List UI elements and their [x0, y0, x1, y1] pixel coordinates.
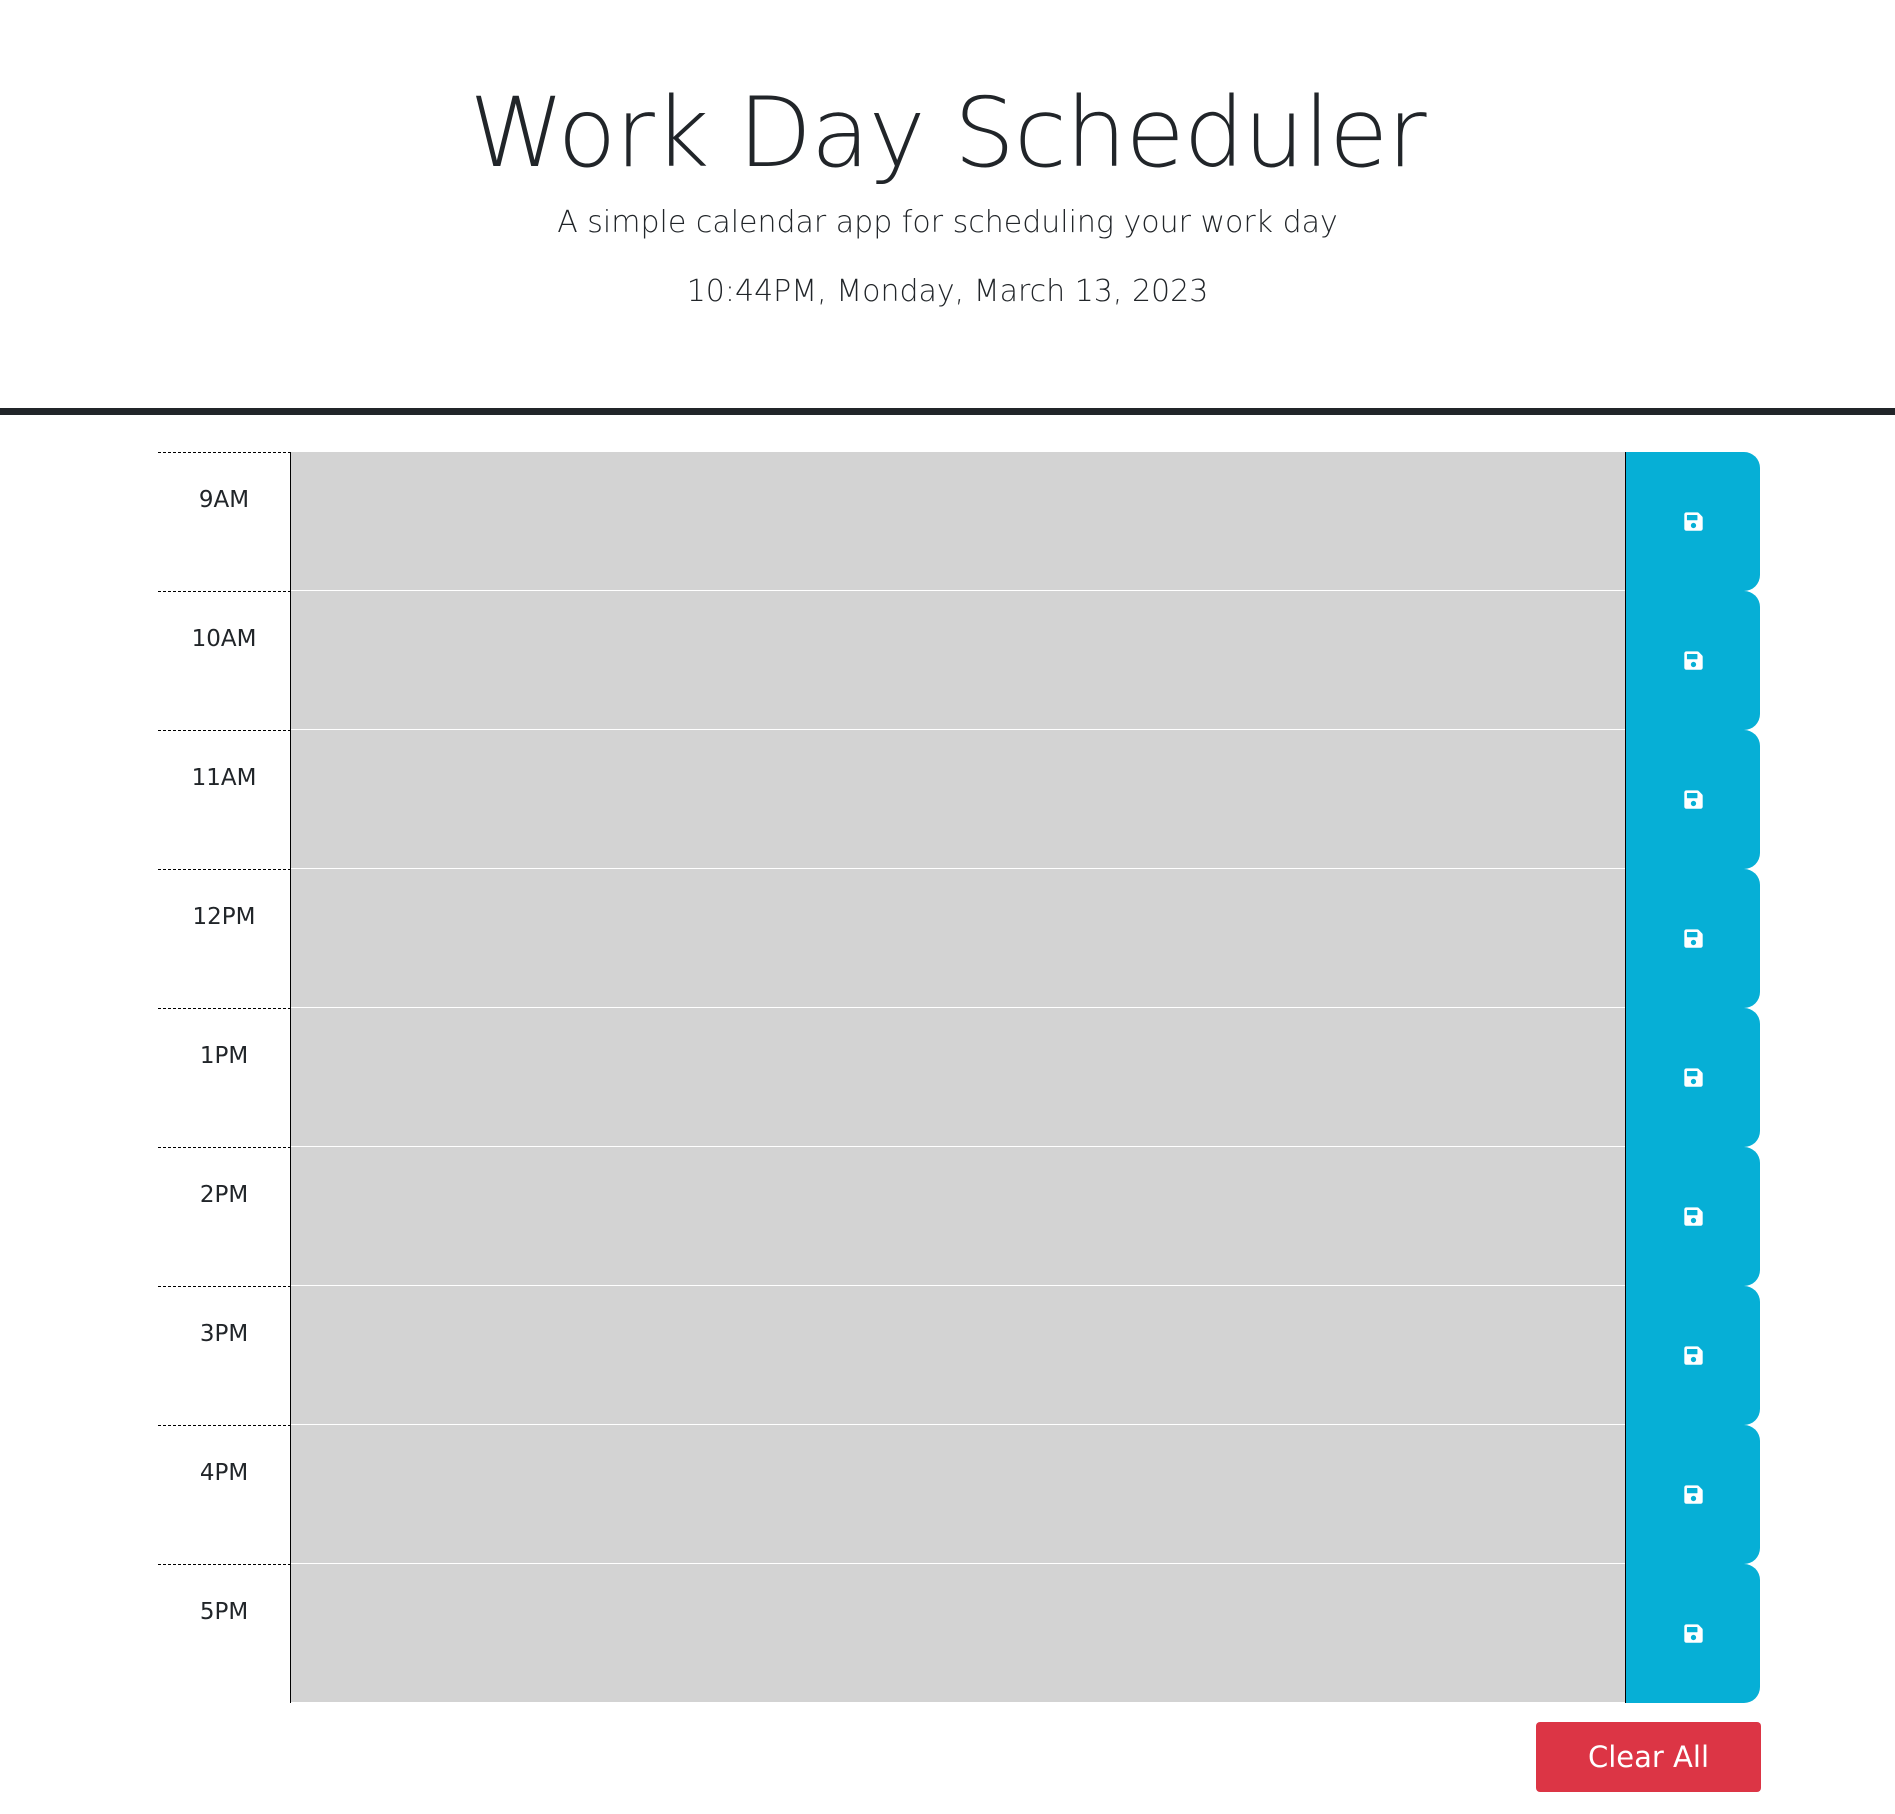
- time-block-row: 2PM: [158, 1147, 1761, 1286]
- event-description-input[interactable]: [291, 1147, 1625, 1286]
- hour-label: 9AM: [158, 452, 291, 591]
- time-block-row: 3PM: [158, 1286, 1761, 1425]
- event-description-input[interactable]: [291, 591, 1625, 730]
- save-icon: [1683, 512, 1703, 531]
- save-icon: [1683, 1346, 1703, 1365]
- save-button[interactable]: [1625, 1286, 1760, 1425]
- page-header: Work Day Scheduler A simple calendar app…: [0, 0, 1895, 415]
- hour-label: 3PM: [158, 1286, 291, 1425]
- save-icon: [1683, 1485, 1703, 1504]
- save-button[interactable]: [1625, 1564, 1760, 1703]
- save-icon: [1683, 790, 1703, 809]
- hour-label: 4PM: [158, 1425, 291, 1564]
- time-block-row: 10AM: [158, 591, 1761, 730]
- schedule-container: 9AM 10AM 11AM 12PM: [158, 452, 1761, 1703]
- hour-label: 5PM: [158, 1564, 291, 1703]
- save-icon: [1683, 1207, 1703, 1226]
- save-icon: [1683, 929, 1703, 948]
- event-description-input[interactable]: [291, 1564, 1625, 1703]
- time-block-row: 1PM: [158, 1008, 1761, 1147]
- clear-all-button[interactable]: Clear All: [1536, 1722, 1761, 1792]
- event-description-input[interactable]: [291, 1425, 1625, 1564]
- page-title: Work Day Scheduler: [469, 77, 1426, 189]
- hour-label: 12PM: [158, 869, 291, 1008]
- save-button[interactable]: [1625, 1425, 1760, 1564]
- hour-label: 10AM: [158, 591, 291, 730]
- event-description-input[interactable]: [291, 869, 1625, 1008]
- hour-label: 1PM: [158, 1008, 291, 1147]
- page-subtitle: A simple calendar app for scheduling you…: [557, 205, 1338, 240]
- time-block-row: 9AM: [158, 452, 1761, 591]
- save-icon: [1683, 651, 1703, 670]
- time-block-row: 4PM: [158, 1425, 1761, 1564]
- save-icon: [1683, 1624, 1703, 1643]
- time-block-row: 11AM: [158, 730, 1761, 869]
- save-button[interactable]: [1625, 730, 1760, 869]
- event-description-input[interactable]: [291, 452, 1625, 591]
- save-icon: [1683, 1068, 1703, 1087]
- event-description-input[interactable]: [291, 1008, 1625, 1147]
- event-description-input[interactable]: [291, 1286, 1625, 1425]
- hour-label: 2PM: [158, 1147, 291, 1286]
- save-button[interactable]: [1625, 452, 1760, 591]
- current-datetime: 10:44PM, Monday, March 13, 2023: [686, 274, 1209, 309]
- time-block-row: 5PM: [158, 1564, 1761, 1703]
- event-description-input[interactable]: [291, 730, 1625, 869]
- save-button[interactable]: [1625, 869, 1760, 1008]
- hour-label: 11AM: [158, 730, 291, 869]
- save-button[interactable]: [1625, 1008, 1760, 1147]
- save-button[interactable]: [1625, 1147, 1760, 1286]
- save-button[interactable]: [1625, 591, 1760, 730]
- time-block-row: 12PM: [158, 869, 1761, 1008]
